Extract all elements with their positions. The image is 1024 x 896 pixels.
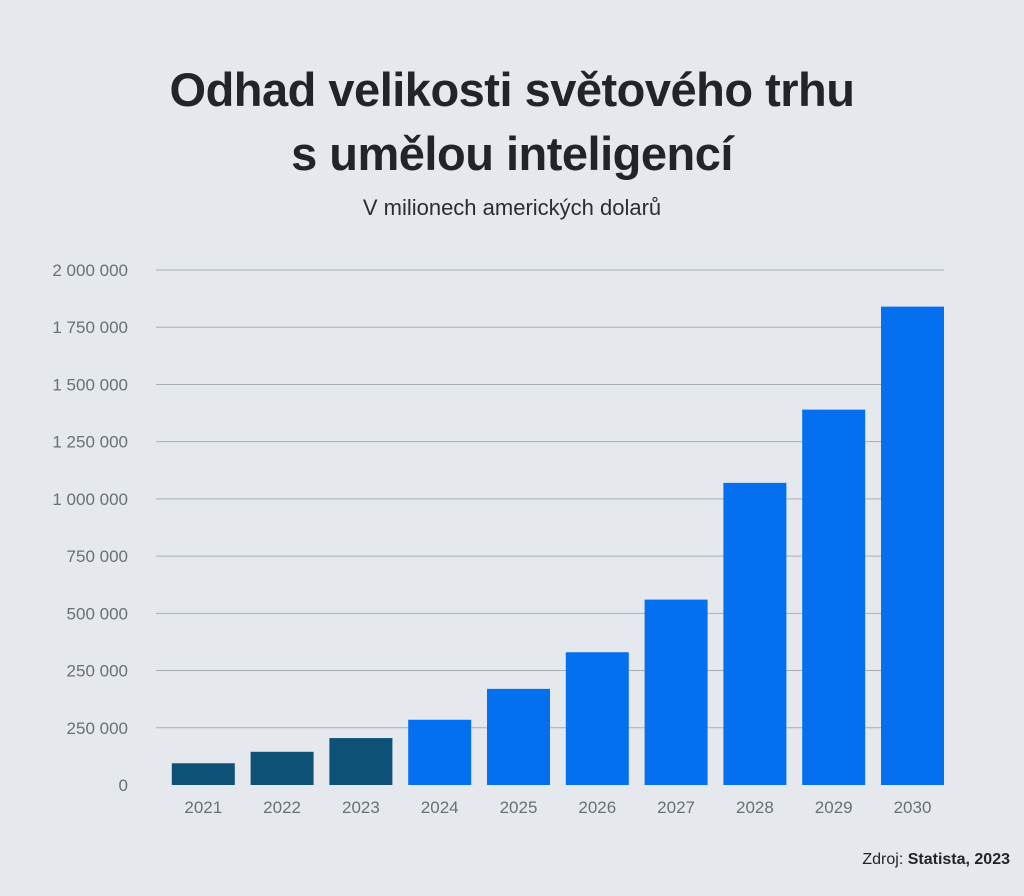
y-tick-label: 1 250 000 bbox=[52, 433, 128, 452]
source-value: Statista, 2023 bbox=[907, 851, 1010, 868]
x-tick-label: 2029 bbox=[815, 798, 853, 817]
chart-title-line-1: Odhad velikosti světového trhu bbox=[169, 63, 855, 116]
chart-subtitle: V milionech amerických dolarů bbox=[362, 195, 662, 220]
y-tick-label: 1 000 000 bbox=[52, 490, 128, 509]
x-tick-label: 2025 bbox=[500, 798, 538, 817]
bar-2027 bbox=[644, 599, 708, 785]
bar-2022 bbox=[250, 751, 314, 785]
bar-2021 bbox=[171, 763, 235, 785]
y-tick-label: 250 000 bbox=[67, 719, 128, 738]
bar-2028 bbox=[723, 482, 787, 785]
x-tick-label: 2028 bbox=[736, 798, 774, 817]
x-tick-label: 2027 bbox=[657, 798, 695, 817]
bar-2024 bbox=[408, 719, 472, 785]
y-tick-label: 1 750 000 bbox=[52, 318, 128, 337]
y-tick-label: 2 000 000 bbox=[52, 261, 128, 280]
x-tick-label: 2024 bbox=[421, 798, 459, 817]
x-tick-label: 2023 bbox=[342, 798, 380, 817]
chart-title-line-2: s umělou inteligencí bbox=[291, 127, 733, 180]
y-tick-label: 500 000 bbox=[67, 604, 128, 623]
y-tick-label: 250 000 bbox=[67, 662, 128, 681]
y-tick-label: 1 500 000 bbox=[52, 375, 128, 394]
x-tick-label: 2022 bbox=[263, 798, 301, 817]
y-tick-label: 750 000 bbox=[67, 547, 128, 566]
source-label: Zdroj: bbox=[862, 851, 904, 868]
source-note: Zdroj: Statista, 2023 bbox=[862, 851, 1010, 869]
bar-2030 bbox=[881, 306, 944, 785]
bar-2029 bbox=[802, 409, 866, 785]
x-tick-label: 2030 bbox=[894, 798, 932, 817]
bar-2026 bbox=[565, 652, 629, 785]
chart-title: Odhad velikosti světového trhu s umělou … bbox=[0, 58, 1024, 186]
bar-2025 bbox=[487, 688, 550, 785]
x-tick-label: 2026 bbox=[578, 798, 616, 817]
bar-2023 bbox=[329, 738, 393, 785]
x-tick-label: 2021 bbox=[184, 798, 222, 817]
y-tick-label: 0 bbox=[119, 776, 128, 795]
